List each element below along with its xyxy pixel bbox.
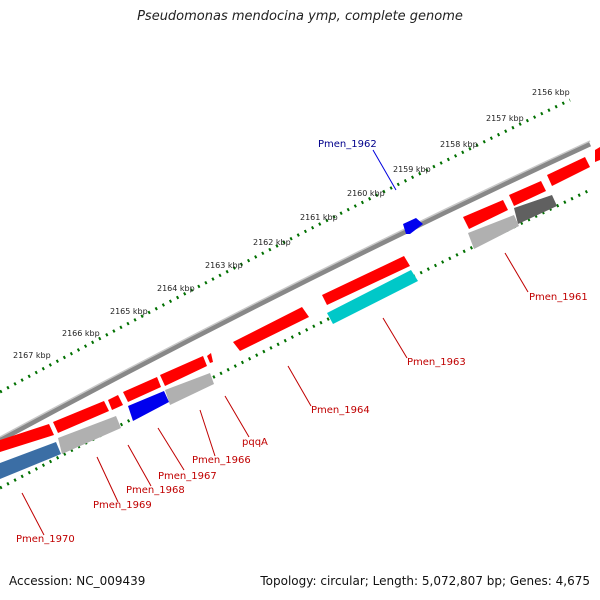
gray-feature[interactable]: [165, 373, 214, 405]
gray-feature[interactable]: [58, 416, 121, 454]
tick-label: 2162 kbp: [253, 238, 291, 247]
tick-label: 2158 kbp: [440, 140, 478, 149]
steelblue-feature[interactable]: [0, 442, 61, 479]
cds-feature[interactable]: [123, 377, 161, 402]
cds-feature[interactable]: [547, 157, 590, 186]
gene-label-pmen-1962[interactable]: Pmen_1962: [318, 139, 377, 150]
accession-text: Accession: NC_009439: [9, 574, 146, 588]
cds-feature[interactable]: [108, 395, 123, 410]
cds-feature[interactable]: [595, 147, 600, 162]
cds-feature[interactable]: [160, 356, 207, 386]
gene-label-pmen-1964[interactable]: Pmen_1964: [311, 405, 370, 416]
tick-label: 2157 kbp: [486, 114, 524, 123]
cds-feature[interactable]: [233, 307, 309, 351]
tick-label: 2160 kbp: [347, 189, 385, 198]
gene-label-pqqa[interactable]: pqqA: [242, 437, 268, 448]
cds-feature[interactable]: [53, 401, 109, 433]
cds-feature[interactable]: [0, 424, 54, 452]
gray-feature[interactable]: [468, 215, 519, 249]
genome-backbone: [0, 141, 592, 443]
gene-label-pmen-1969[interactable]: Pmen_1969: [93, 500, 152, 511]
darkgray-feature[interactable]: [514, 195, 557, 224]
tick-label: 2163 kbp: [205, 261, 243, 270]
cds-feature[interactable]: [509, 181, 546, 206]
tick-label: 2167 kbp: [13, 351, 51, 360]
gene-label-pmen-1961[interactable]: Pmen_1961: [529, 292, 588, 303]
gene-labels: Pmen_1962 Pmen_1961 Pmen_1963 Pmen_1964 …: [16, 139, 588, 545]
tick-label: 2156 kbp: [532, 88, 570, 97]
gene-label-pmen-1966[interactable]: Pmen_1966: [192, 455, 251, 466]
gene-label-pmen-1968[interactable]: Pmen_1968: [126, 485, 185, 496]
map-title: Pseudomonas mendocina ymp, complete geno…: [137, 9, 463, 24]
tick-label: 2164 kbp: [157, 284, 195, 293]
forward-cds-features: [0, 147, 600, 452]
cds-feature[interactable]: [322, 256, 410, 305]
cyan-feature[interactable]: [327, 270, 418, 324]
cds-feature[interactable]: [463, 200, 508, 229]
tick-label: 2159 kbp: [393, 165, 431, 174]
secondary-features: [0, 195, 557, 479]
genome-summary-text: Topology: circular; Length: 5,072,807 bp…: [260, 574, 590, 588]
leader-lines: [21, 149, 529, 536]
gene-label-pmen-1963[interactable]: Pmen_1963: [407, 357, 466, 368]
tick-labels: 2156 kbp 2157 kbp 2158 kbp 2159 kbp 2160…: [13, 88, 570, 360]
tick-label: 2161 kbp: [300, 213, 338, 222]
tick-label: 2165 kbp: [110, 307, 148, 316]
rrna-feature[interactable]: [403, 218, 423, 234]
cds-feature[interactable]: [207, 353, 213, 363]
blue-feature[interactable]: [128, 391, 169, 421]
tick-label: 2166 kbp: [62, 329, 100, 338]
gene-label-pmen-1970[interactable]: Pmen_1970: [16, 534, 75, 545]
gene-label-pmen-1967[interactable]: Pmen_1967: [158, 471, 217, 482]
